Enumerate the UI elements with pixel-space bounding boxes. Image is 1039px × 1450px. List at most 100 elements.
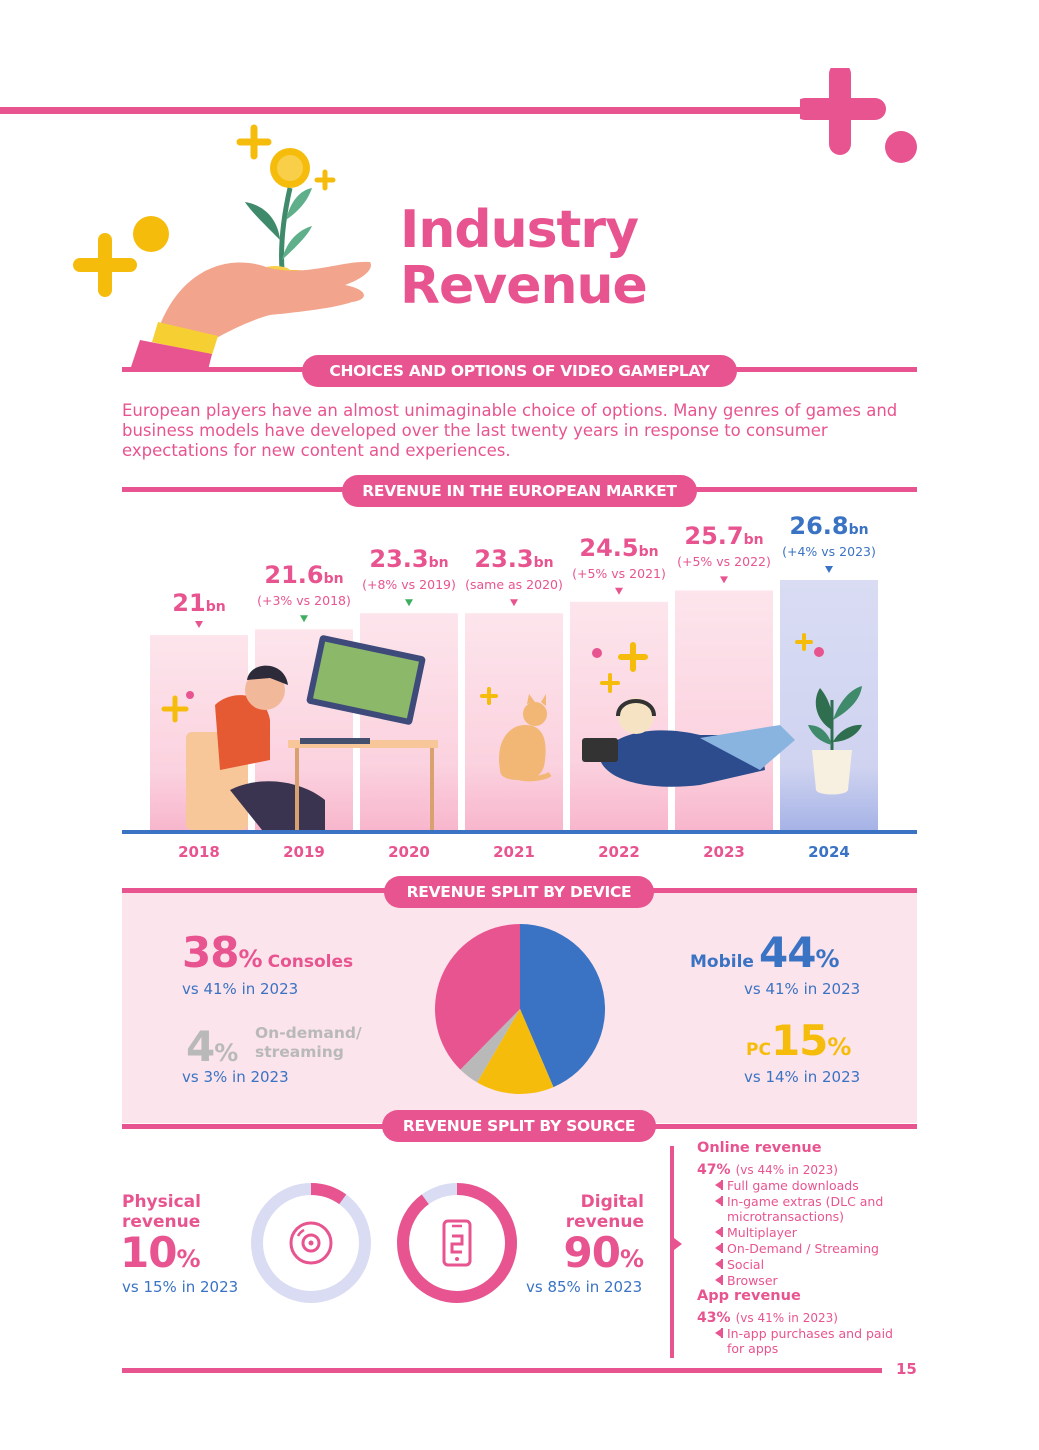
consoles-compare: vs 41% in 2023 [182, 980, 299, 998]
device-pie-chart [435, 924, 605, 1094]
physical-value: 10 [120, 1228, 177, 1277]
year-label-2018: 2018 [178, 843, 220, 861]
mobile-label: Mobile [690, 952, 754, 972]
digital-value: 90 [563, 1228, 621, 1277]
physical-label-line-2: revenue [122, 1212, 201, 1232]
pie-slice-on-demand-streaming [460, 1009, 520, 1083]
bar-2021 [465, 613, 563, 830]
pie-slice-pc [477, 1009, 554, 1094]
cat-illustration-icon [480, 687, 552, 782]
online-revenue-item: Full game downloads [714, 1178, 904, 1193]
online-revenue-item: On-Demand / Streaming [714, 1241, 904, 1256]
sparkle-decoration-icon [73, 124, 336, 297]
ondemand-label-line-2: streaming [255, 1043, 344, 1061]
mobile-stat: Mobile 44% [690, 928, 840, 977]
page-title: Industry Revenue [400, 200, 648, 316]
online-revenue-item: In-game extras (DLC and microtransaction… [714, 1194, 904, 1224]
bar-value-2024: 26.8bn [789, 512, 869, 540]
bar-marker-2022 [615, 587, 623, 595]
bar-value-2022: 24.5bn [579, 533, 659, 562]
bar-marker-2019 [300, 615, 308, 623]
bar-value-2018: 21bn [172, 589, 226, 617]
digital-label-line-1: Digital [580, 1192, 644, 1212]
bar-change-2021: (same as 2020) [465, 577, 563, 593]
ondemand-label: On-demand/ streaming [255, 1024, 362, 1062]
source-bracket [670, 1146, 674, 1358]
digital-donut-chart [397, 1183, 517, 1303]
app-revenue-heading: App revenue [697, 1288, 801, 1304]
bar-2023 [675, 590, 773, 830]
plant-illustration-icon [795, 633, 862, 795]
pc-label: PC [746, 1040, 771, 1060]
pie-slice-consoles [435, 924, 520, 1070]
pc-value: 15 [770, 1016, 828, 1065]
ondemand-value: 4 [186, 1022, 215, 1071]
source-section-header: REVENUE SPLIT BY SOURCE [382, 1110, 656, 1142]
digital-percent-sign: % [619, 1245, 644, 1273]
online-revenue-list: Full game downloads In-game extras (DLC a… [714, 1178, 904, 1289]
bar-marker-2023 [720, 576, 728, 584]
year-label-2021: 2021 [493, 843, 535, 861]
bar-marker-2020 [405, 599, 413, 607]
online-revenue-item: Multiplayer [714, 1225, 904, 1240]
app-revenue-compare: (vs 41% in 2023) [735, 1311, 838, 1325]
page-title-line-1: Industry [400, 200, 639, 260]
digital-compare: vs 85% in 2023 [526, 1278, 643, 1296]
physical-label: Physical revenue [122, 1192, 201, 1232]
bar-change-2024: (+4% vs 2023) [782, 544, 876, 559]
plus-decoration-icon [800, 68, 917, 163]
gamer-illustration-icon [186, 635, 438, 830]
hand-plant-illustration-icon [130, 148, 371, 370]
pc-compare: vs 14% in 2023 [744, 1068, 861, 1086]
online-revenue-heading: Online revenue [697, 1140, 822, 1156]
ondemand-stat: 4% [186, 1022, 238, 1071]
online-revenue-item: Social [714, 1257, 904, 1272]
physical-compare: vs 15% in 2023 [122, 1278, 239, 1296]
digital-label: Digital revenue [540, 1192, 644, 1232]
reader-illustration-icon [582, 642, 795, 787]
app-revenue-value: 43% [697, 1310, 731, 1326]
bar-value-2023: 25.7bn [684, 522, 764, 551]
bar-value-2019: 21.6bn [264, 561, 344, 590]
footer-rule [122, 1368, 882, 1373]
bar-change-2022: (+5% vs 2021) [572, 565, 666, 581]
app-revenue-value-line: 43% (vs 41% in 2023) [697, 1307, 838, 1326]
consoles-stat: 38% Consoles [182, 928, 353, 977]
page-title-line-2: Revenue [400, 256, 648, 316]
physical-stat: 10% [120, 1228, 201, 1277]
year-label-2019: 2019 [283, 843, 325, 861]
ondemand-compare: vs 3% in 2023 [182, 1068, 289, 1086]
online-revenue-value: 47% [697, 1162, 731, 1178]
device-section-header: REVENUE SPLIT BY DEVICE [384, 876, 654, 908]
intro-paragraph: European players have an almost unimagin… [122, 401, 898, 460]
mobile-percent-sign: % [815, 945, 840, 973]
market-section-header: REVENUE IN THE EUROPEAN MARKET [342, 475, 697, 507]
bar-marker-2021 [510, 599, 518, 607]
top-rule [0, 107, 820, 114]
mobile-compare: vs 41% in 2023 [744, 980, 861, 998]
online-revenue-value-line: 47% (vs 44% in 2023) [697, 1159, 838, 1178]
year-label-2020: 2020 [388, 843, 430, 861]
revenue-bar-chart [122, 566, 917, 834]
app-revenue-list: In-app purchases and paid for apps [714, 1326, 894, 1357]
year-label-2022: 2022 [598, 843, 640, 861]
page-number: 15 [896, 1360, 917, 1378]
sparkle-2018-icon [161, 691, 194, 723]
pc-percent-sign: % [827, 1033, 852, 1061]
consoles-label: Consoles [267, 952, 354, 972]
online-revenue-compare: (vs 44% in 2023) [735, 1163, 838, 1177]
bar-value-2021: 23.3bn [474, 545, 554, 574]
disc-icon [289, 1221, 333, 1265]
ondemand-percent-sign: % [214, 1039, 239, 1067]
online-revenue-item: Browser [714, 1273, 904, 1288]
physical-donut-chart [251, 1183, 371, 1303]
bar-change-2020: (+8% vs 2019) [362, 577, 456, 593]
year-label-2023: 2023 [703, 843, 745, 861]
bar-change-2019: (+3% vs 2018) [257, 593, 351, 609]
year-label-2024: 2024 [808, 843, 850, 861]
ondemand-label-line-1: On-demand/ [255, 1024, 362, 1042]
phone-icon [442, 1219, 472, 1267]
source-bracket-arrow-icon [674, 1238, 682, 1250]
choices-section-header: CHOICES AND OPTIONS OF VIDEO GAMEPLAY [302, 355, 737, 387]
consoles-percent-sign: % [238, 945, 263, 973]
